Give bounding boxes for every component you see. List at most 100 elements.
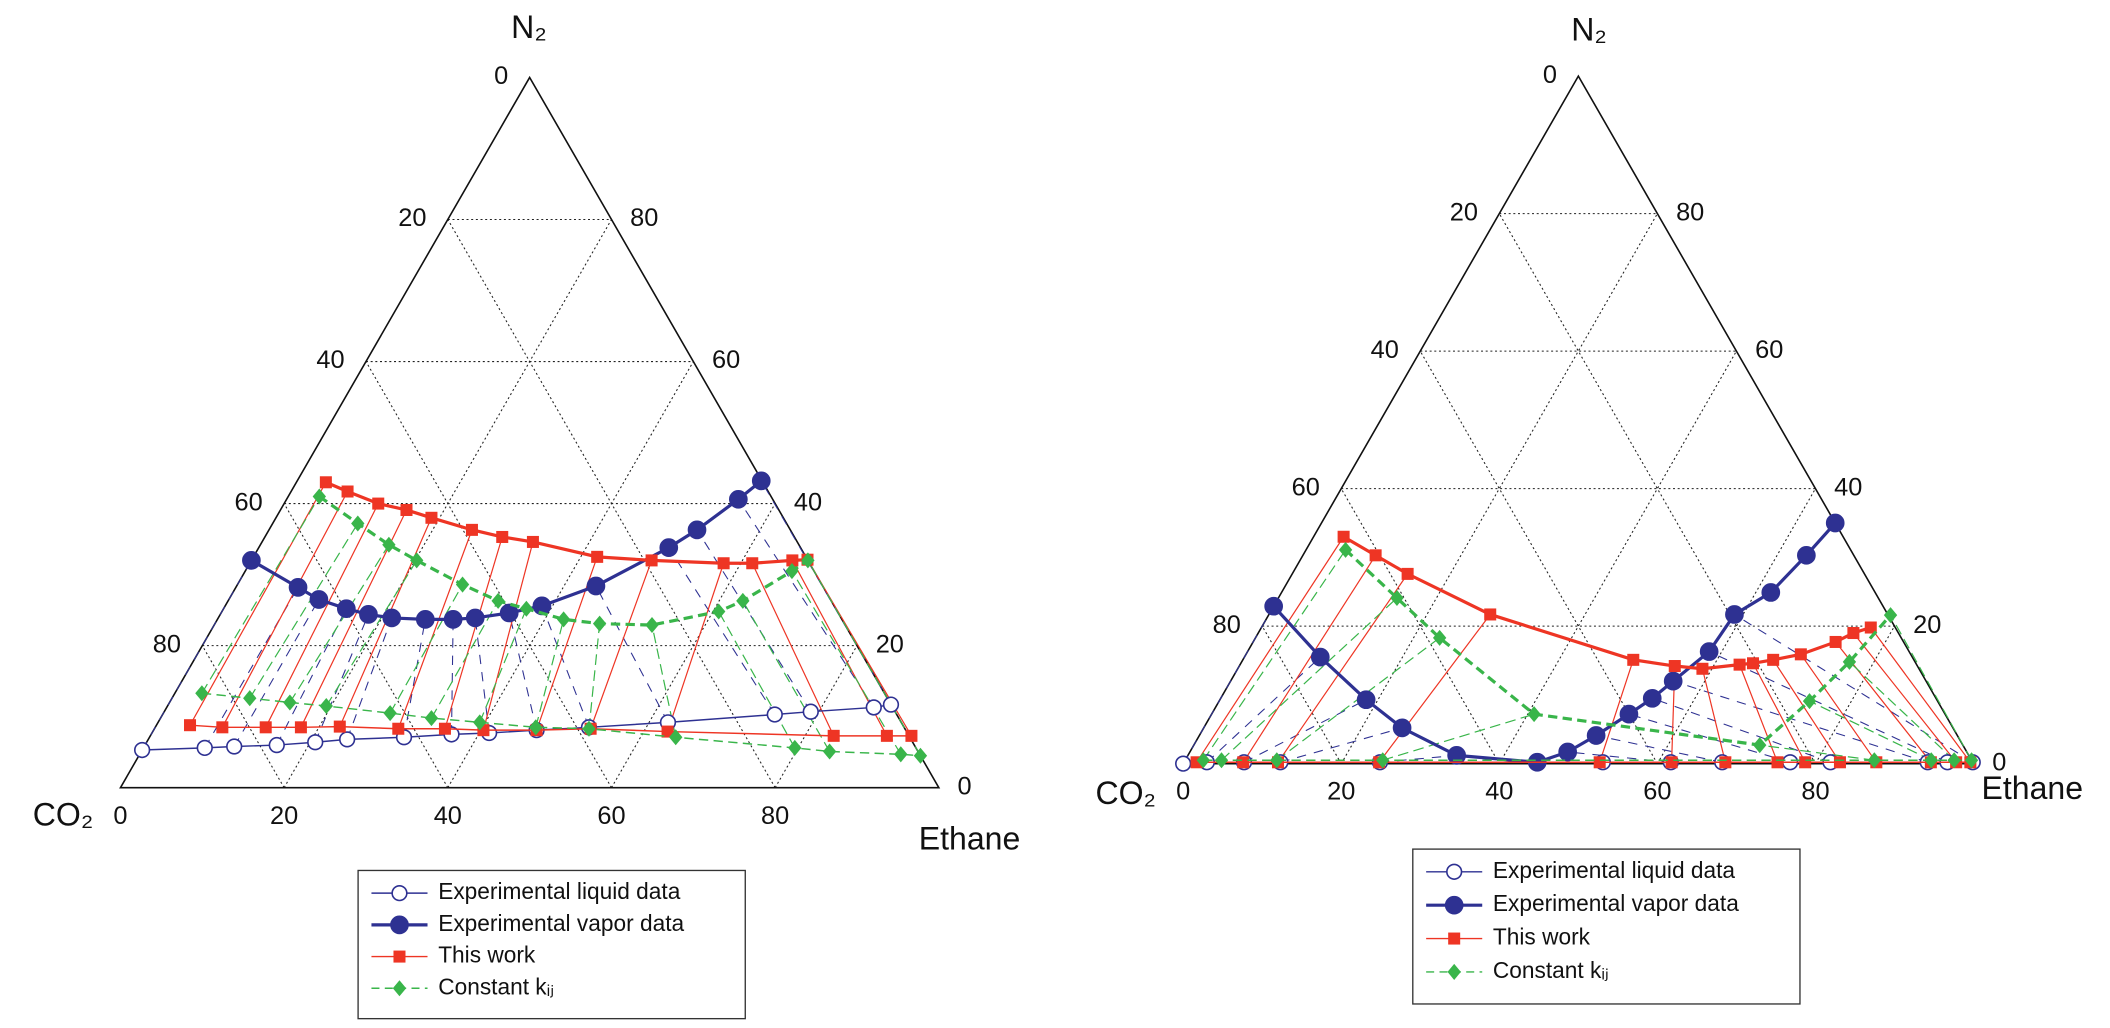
marker xyxy=(319,697,333,715)
tie-line xyxy=(737,499,875,708)
marker xyxy=(822,743,837,760)
marker xyxy=(766,706,783,723)
left-tick-label: 40 xyxy=(1371,336,1399,364)
vapor-curve xyxy=(250,479,763,621)
tie-line xyxy=(535,619,565,728)
marker xyxy=(1392,718,1412,738)
marker xyxy=(1642,688,1662,708)
marker xyxy=(880,729,893,742)
left-tick-label: 20 xyxy=(398,204,426,232)
marker xyxy=(242,551,261,570)
tie-line xyxy=(233,599,320,747)
marker xyxy=(1799,756,1812,769)
marker xyxy=(1767,653,1780,666)
bottom-tick-label: 80 xyxy=(761,802,789,830)
tie-line xyxy=(1708,651,1948,763)
marker xyxy=(1593,756,1606,769)
marker xyxy=(465,523,478,536)
tie-line xyxy=(1701,668,1726,763)
marker xyxy=(591,550,604,563)
marker xyxy=(1337,530,1350,543)
marker xyxy=(473,714,487,731)
marker xyxy=(1947,752,1961,769)
marker xyxy=(336,599,356,619)
marker xyxy=(592,615,607,632)
tie-line xyxy=(1599,659,1634,763)
right-tick-label: 20 xyxy=(1913,611,1941,639)
right-tick-label: 40 xyxy=(1834,473,1862,501)
tie-line xyxy=(314,614,369,743)
marker xyxy=(1864,621,1877,634)
vapor-curve xyxy=(1344,548,1892,747)
marker xyxy=(1797,545,1816,565)
legend-marker xyxy=(1448,932,1461,945)
marker xyxy=(382,536,396,553)
apex-label: N₂ xyxy=(511,9,547,45)
left-tick-label: 0 xyxy=(1543,61,1557,89)
marker xyxy=(586,576,606,596)
legend-label: This work xyxy=(1493,924,1591,950)
marker xyxy=(424,710,439,727)
marker xyxy=(196,739,213,757)
marker xyxy=(1833,756,1846,769)
marker xyxy=(1586,726,1606,745)
marker xyxy=(351,515,365,532)
marker xyxy=(1619,704,1639,724)
marker xyxy=(1719,756,1732,769)
tie-line xyxy=(751,562,835,737)
tie-line xyxy=(1196,536,1345,763)
tie-line xyxy=(588,623,601,729)
tie-line xyxy=(1759,744,1875,761)
left-tick-label: 80 xyxy=(153,630,181,658)
marker xyxy=(751,471,771,491)
tie-line xyxy=(541,605,590,728)
tie-line xyxy=(1280,727,1403,763)
tie-line xyxy=(1596,734,1723,763)
marker xyxy=(372,497,385,510)
marker xyxy=(1761,583,1781,602)
tie-line xyxy=(1379,754,1457,763)
marker xyxy=(341,485,354,498)
marker xyxy=(1356,690,1376,710)
tie-line xyxy=(204,587,299,749)
tie-line xyxy=(444,536,503,729)
tie-line xyxy=(1202,549,1347,761)
marker xyxy=(392,722,405,735)
grid-line xyxy=(611,503,776,788)
tie-line xyxy=(1243,699,1367,763)
tie-line xyxy=(397,529,473,729)
apex-label: N₂ xyxy=(1571,12,1607,48)
bottom-tick-label: 0 xyxy=(113,802,127,830)
marker xyxy=(499,603,519,623)
tie-line xyxy=(1849,661,1955,761)
marker xyxy=(659,538,679,557)
legend-marker xyxy=(391,885,408,902)
tie-line xyxy=(430,600,499,719)
tie-line xyxy=(482,541,534,731)
tie-line xyxy=(1206,656,1321,763)
legend-marker xyxy=(390,915,409,935)
marker xyxy=(309,590,329,609)
marker xyxy=(687,520,707,540)
tie-line xyxy=(221,491,349,728)
marker xyxy=(1725,605,1744,624)
bottom-tick-label: 20 xyxy=(270,802,298,830)
marker xyxy=(786,554,799,567)
marker xyxy=(882,696,900,713)
bottom-tick-label: 40 xyxy=(434,802,462,830)
right-tick-label: 60 xyxy=(712,346,740,374)
vapor-curve xyxy=(1272,521,1837,764)
bottom-tick-label: 40 xyxy=(1485,778,1513,806)
grid-line xyxy=(1498,213,1816,764)
marker xyxy=(443,610,463,629)
legend-marker xyxy=(1444,895,1464,915)
legend-marker xyxy=(1446,863,1463,880)
tie-line xyxy=(807,560,921,757)
marker xyxy=(1794,648,1807,661)
marker xyxy=(736,592,750,609)
marker xyxy=(1310,647,1330,667)
marker xyxy=(382,608,402,628)
grid-line xyxy=(1656,488,1816,764)
tie-line xyxy=(389,584,464,714)
tie-line xyxy=(1277,573,1409,763)
